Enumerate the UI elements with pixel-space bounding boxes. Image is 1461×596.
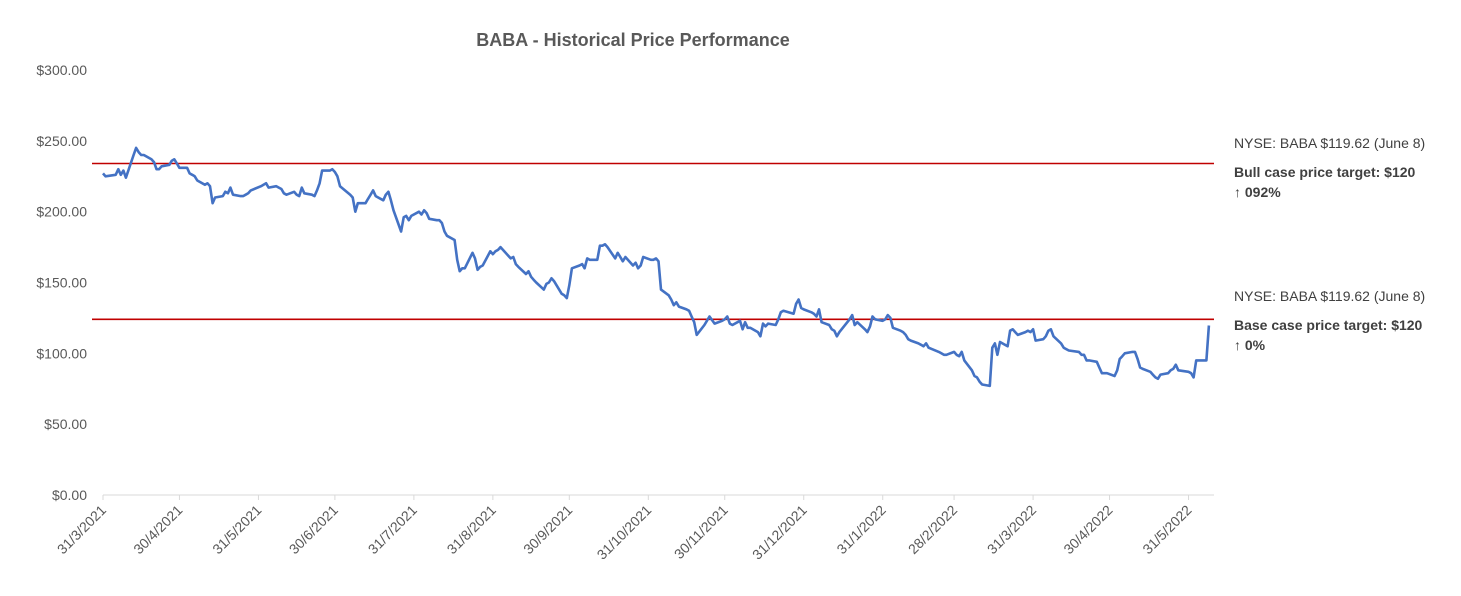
y-tick-label: $0.00: [52, 487, 87, 503]
base-price-label: NYSE: BABA $119.62 (June 8): [1234, 288, 1426, 304]
y-tick-label: $50.00: [44, 416, 87, 432]
x-tick-label: 28/2/2022: [905, 502, 961, 558]
y-axis: $0.00 $50.00 $100.00 $150.00 $200.00 $250.00 $…: [36, 62, 87, 503]
x-tick-label: 31/12/2021: [749, 502, 810, 563]
x-tick-label: 30/11/2021: [671, 502, 731, 562]
x-tick-label: 31/8/2021: [444, 502, 500, 558]
y-tick-label: $250.00: [36, 133, 87, 149]
x-tick-label: 31/7/2021: [365, 502, 421, 558]
base-target-label: Base case price target: $120: [1234, 317, 1423, 333]
reference-lines: [92, 162, 1214, 321]
y-tick-label: $200.00: [36, 204, 87, 220]
bull-target-label: Bull case price target: $120: [1234, 164, 1416, 180]
base-change-label: ↑ 0%: [1234, 337, 1266, 353]
chart-title: BABA - Historical Price Performance: [476, 30, 789, 50]
bull-change-label: ↑ 092%: [1234, 184, 1281, 200]
bull-annotation: NYSE: BABA $119.62 (June 8) Bull case pr…: [1234, 133, 1425, 202]
bull-price-label: NYSE: BABA $119.62 (June 8): [1234, 135, 1426, 151]
y-tick-label: $100.00: [36, 345, 87, 361]
price-series-line: [102, 146, 1211, 388]
x-axis: 31/3/2021 30/4/2021 31/5/2021 30/6/2021 31/7…: [54, 494, 1214, 563]
x-tick-label: 30/4/2022: [1060, 502, 1116, 558]
x-tick-label: 31/5/2022: [1139, 502, 1195, 558]
y-tick-label: $150.00: [36, 275, 87, 291]
x-tick-label: 31/3/2022: [984, 502, 1040, 558]
base-annotation: NYSE: BABA $119.62 (June 8) Base case pr…: [1234, 286, 1425, 355]
x-tick-label: 31/1/2022: [833, 502, 889, 558]
x-tick-label: 30/4/2021: [130, 502, 186, 558]
x-tick-label: 31/3/2021: [54, 502, 110, 558]
x-tick-label: 30/9/2021: [520, 502, 576, 558]
x-tick-label: 31/5/2021: [209, 502, 265, 558]
x-tick-label: 30/6/2021: [286, 502, 342, 558]
series-group: [102, 146, 1211, 388]
x-tick-label: 31/10/2021: [594, 502, 655, 563]
y-tick-label: $300.00: [36, 62, 87, 78]
